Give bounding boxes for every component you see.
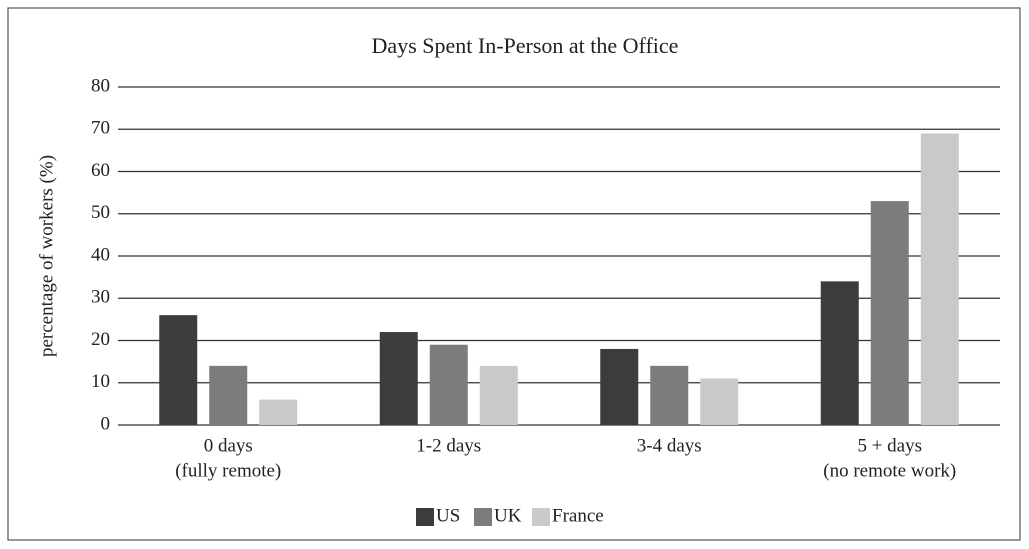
y-tick-label: 70 [91, 118, 110, 139]
x-tick-label: 1-2 days [416, 435, 481, 456]
bar [820, 281, 859, 425]
bar [429, 344, 468, 425]
legend-label: US [436, 505, 460, 526]
legend-swatch [416, 508, 434, 526]
y-tick-label: 40 [91, 244, 110, 265]
bar [600, 348, 639, 425]
y-axis-label: percentage of workers (%) [36, 155, 57, 357]
bar [379, 332, 418, 425]
x-tick-label: 0 days [204, 435, 253, 456]
y-tick-label: 30 [91, 287, 110, 308]
bar [479, 365, 518, 425]
legend-label: UK [494, 505, 522, 526]
legend-label: France [552, 505, 604, 526]
y-tick-label: 60 [91, 160, 110, 181]
y-tick-label: 0 [101, 413, 111, 434]
y-tick-label: 20 [91, 329, 110, 350]
bar [920, 133, 959, 425]
y-tick-label: 80 [91, 75, 110, 96]
x-tick-label: 3-4 days [637, 435, 702, 456]
legend-swatch [532, 508, 550, 526]
bar [870, 201, 909, 425]
y-tick-label: 50 [91, 202, 110, 223]
bar [159, 315, 198, 425]
x-tick-label: (fully remote) [175, 460, 281, 481]
y-tick-label: 10 [91, 371, 110, 392]
frame [7, 7, 1021, 541]
x-tick-label: (no remote work) [823, 460, 956, 481]
x-tick-label: 5 + days [857, 435, 922, 456]
chart-title: Days Spent In-Person at the Office [372, 33, 679, 58]
bar [650, 365, 689, 425]
bar [209, 365, 248, 425]
bar [700, 378, 739, 425]
bar [259, 399, 298, 425]
legend-swatch [474, 508, 492, 526]
